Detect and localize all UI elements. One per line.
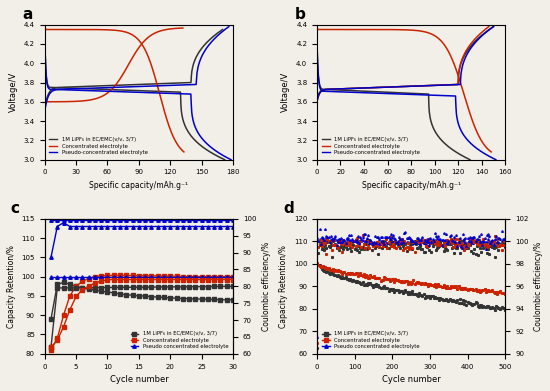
Text: c: c [11,201,20,216]
Y-axis label: Capacity Retention/%: Capacity Retention/% [7,245,16,328]
Legend: 1M LiPF₆ in EC/EMC(v/v, 3/7), Concentrated electrolyte, Pseudo concentrated elec: 1M LiPF₆ in EC/EMC(v/v, 3/7), Concentrat… [129,329,230,351]
X-axis label: Specific capacity/mAh.g⁻¹: Specific capacity/mAh.g⁻¹ [361,181,460,190]
X-axis label: Cycle number: Cycle number [382,375,441,384]
Text: d: d [283,201,294,216]
X-axis label: Cycle number: Cycle number [109,375,168,384]
Legend: 1M LiPF₆ in EC/EMC(v/v, 3/7), Concentrated electrolyte, Pseudo-concentrated elec: 1M LiPF₆ in EC/EMC(v/v, 3/7), Concentrat… [47,135,150,157]
Text: a: a [22,7,32,22]
Y-axis label: Coulombic efficiency/%: Coulombic efficiency/% [534,242,543,331]
Y-axis label: Capacity Retention/%: Capacity Retention/% [279,245,288,328]
Legend: 1M LiPF₆ in EC/EMC(v/v, 3/7), Concentrated electrolyte, Pseudo concentrated elec: 1M LiPF₆ in EC/EMC(v/v, 3/7), Concentrat… [320,329,421,351]
Y-axis label: Coulombic efficiency/%: Coulombic efficiency/% [262,242,271,331]
Y-axis label: Voltage/V: Voltage/V [282,72,290,112]
X-axis label: Specific capacity/mAh.g⁻¹: Specific capacity/mAh.g⁻¹ [90,181,189,190]
Legend: 1M LiPF₆ in EC/EMC(v/v, 3/7), Concentrated electrolyte, Pseudo-concentrated elec: 1M LiPF₆ in EC/EMC(v/v, 3/7), Concentrat… [320,135,422,157]
Y-axis label: Voltage/V: Voltage/V [9,72,18,112]
Text: b: b [294,7,305,22]
